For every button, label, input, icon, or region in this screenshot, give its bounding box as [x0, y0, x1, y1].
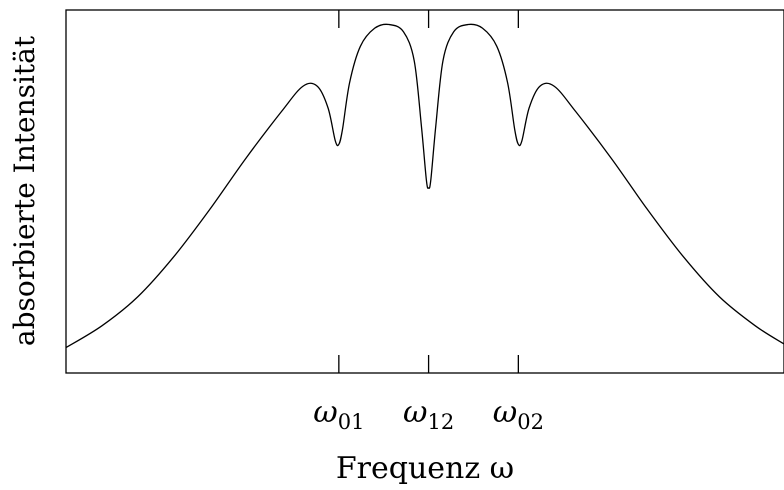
tick-labels: ω01 ω12 ω02 — [313, 395, 544, 434]
y-axis-label: absorbierte Intensität — [8, 35, 41, 346]
plot-frame — [66, 10, 784, 373]
tick-label-omega-01: ω01 — [313, 395, 364, 434]
absorption-curve — [66, 24, 784, 347]
x-axis-label: Frequenz ω — [336, 451, 514, 486]
tick-label-omega-12: ω12 — [403, 395, 454, 434]
tick-label-omega-02: ω02 — [493, 395, 544, 434]
tick-marks — [339, 10, 519, 373]
